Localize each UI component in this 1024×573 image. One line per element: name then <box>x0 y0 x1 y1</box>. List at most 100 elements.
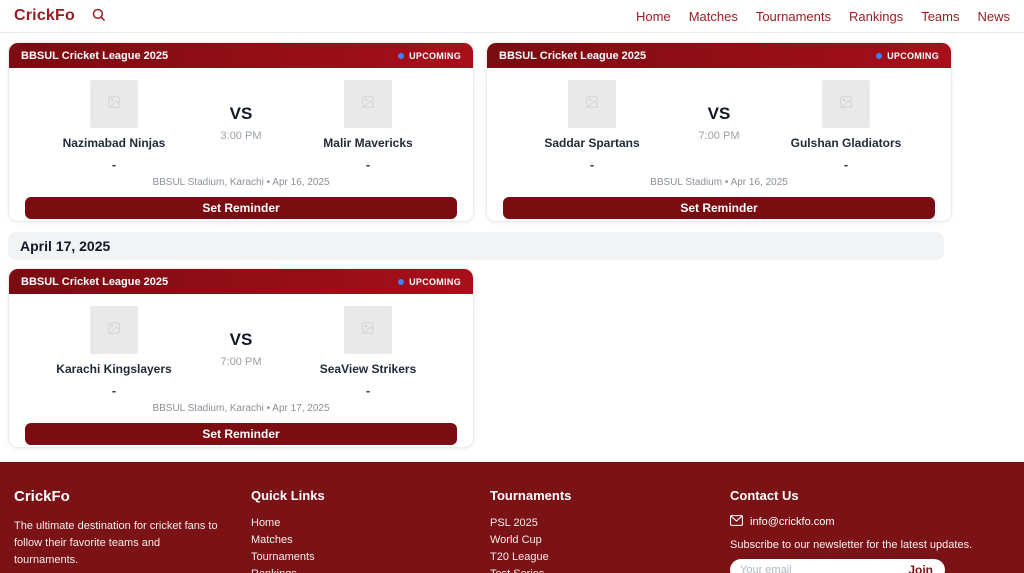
footer-link-psl[interactable]: PSL 2025 <box>490 517 538 529</box>
nav-item-teams[interactable]: Teams <box>921 8 960 24</box>
footer-link-rankings[interactable]: Rankings <box>251 566 490 573</box>
match-time: 7:00 PM <box>698 130 740 142</box>
team-name: SeaView Strikers <box>319 362 417 376</box>
status-dot-icon <box>398 52 405 59</box>
league-title: BBSUL Cricket League 2025 <box>21 49 169 62</box>
tournaments-list: PSL 2025 World Cup T20 League Test Serie… <box>490 515 730 573</box>
quicklinks-list: Home Matches Tournaments Rankings <box>251 515 490 573</box>
status-badge: UPCOMING <box>398 277 461 287</box>
match-card-header: BBSUL Cricket League 2025 UPCOMING <box>9 269 473 294</box>
top-navigation-bar: CrickFo Home Matches Tournaments Ranking… <box>0 0 1024 33</box>
footer-link-home[interactable]: Home <box>251 517 281 529</box>
venue-line: BBSUL Stadium, Karachi • Apr 17, 2025 <box>152 403 330 414</box>
status-badge: UPCOMING <box>398 51 461 61</box>
team-away: Malir Mavericks - <box>303 80 433 172</box>
team-score: - <box>365 157 371 172</box>
nav-item-news[interactable]: News <box>977 8 1010 24</box>
vs-label: VS <box>229 104 253 123</box>
footer-link-testseries[interactable]: Test Series <box>490 566 730 573</box>
team-score: - <box>589 157 595 172</box>
newsletter-form: Join <box>730 559 945 573</box>
footer-link-worldcup[interactable]: World Cup <box>490 534 542 546</box>
set-reminder-button[interactable]: Set Reminder <box>25 197 457 219</box>
newsletter-text: Subscribe to our newsletter for the late… <box>730 539 973 551</box>
mail-icon <box>730 515 743 529</box>
team-logo-placeholder <box>822 80 870 128</box>
broken-image-icon <box>107 321 121 340</box>
team-score: - <box>365 383 371 398</box>
search-button[interactable] <box>91 7 106 25</box>
footer-brand-column: CrickFo The ultimate destination for cri… <box>14 488 251 573</box>
footer-link-matches[interactable]: Matches <box>251 534 293 546</box>
nav-item-matches[interactable]: Matches <box>688 8 738 24</box>
main-nav: Home Matches Tournaments Rankings Teams … <box>636 9 1010 24</box>
league-title: BBSUL Cricket League 2025 <box>499 49 647 62</box>
team-score: - <box>111 157 117 172</box>
footer-link-t20[interactable]: T20 League <box>490 551 549 563</box>
match-card-body: Karachi Kingslayers - VS 7:00 PM SeaView… <box>9 294 473 398</box>
match-card-header: BBSUL Cricket League 2025 UPCOMING <box>9 43 473 68</box>
venue-line: BBSUL Stadium, Karachi • Apr 16, 2025 <box>152 177 330 188</box>
team-home: Karachi Kingslayers - <box>49 306 179 398</box>
newsletter-email-input[interactable] <box>740 564 901 573</box>
contact-email-row: info@crickfo.com <box>730 515 946 529</box>
team-home: Nazimabad Ninjas - <box>49 80 179 172</box>
status-label: UPCOMING <box>887 50 939 61</box>
match-card: BBSUL Cricket League 2025 UPCOMING Nazim… <box>8 42 474 222</box>
site-logo[interactable]: CrickFo <box>14 7 75 24</box>
newsletter-join-button[interactable]: Join <box>900 563 941 573</box>
match-card: BBSUL Cricket League 2025 UPCOMING Karac… <box>8 268 474 448</box>
footer-contact-column: Contact Us info@crickfo.com Subscribe to… <box>730 488 973 573</box>
status-dot-icon <box>398 278 405 285</box>
broken-image-icon <box>107 95 121 114</box>
vs-label: VS <box>229 330 253 349</box>
match-center: VS 3:00 PM <box>221 80 262 172</box>
broken-image-icon <box>361 321 375 340</box>
status-label: UPCOMING <box>409 50 461 61</box>
team-score: - <box>111 383 117 398</box>
team-name: Nazimabad Ninjas <box>62 136 166 150</box>
set-reminder-button[interactable]: Set Reminder <box>25 423 457 445</box>
tournaments-title: Tournaments <box>490 488 572 503</box>
team-logo-placeholder <box>344 80 392 128</box>
broken-image-icon <box>361 95 375 114</box>
date-separator: April 17, 2025 <box>8 232 944 260</box>
match-card-header: BBSUL Cricket League 2025 UPCOMING <box>487 43 951 68</box>
match-card-body: Nazimabad Ninjas - VS 3:00 PM Malir Mave… <box>9 68 473 172</box>
team-home: Saddar Spartans - <box>527 80 657 172</box>
cards-row-apr17: BBSUL Cricket League 2025 UPCOMING Karac… <box>8 268 944 448</box>
team-score: - <box>843 157 849 172</box>
match-card-body: Saddar Spartans - VS 7:00 PM Gulshan Gla… <box>487 68 951 172</box>
nav-item-tournaments[interactable]: Tournaments <box>755 8 831 24</box>
footer-link-tournaments[interactable]: Tournaments <box>251 551 315 563</box>
team-name: Gulshan Gladiators <box>790 136 902 150</box>
league-title: BBSUL Cricket League 2025 <box>21 275 169 288</box>
status-dot-icon <box>876 52 883 59</box>
team-name: Saddar Spartans <box>544 136 640 150</box>
footer-tournaments-column: Tournaments PSL 2025 World Cup T20 Leagu… <box>490 488 730 573</box>
contact-email[interactable]: info@crickfo.com <box>750 516 835 528</box>
status-label: UPCOMING <box>409 276 461 287</box>
quicklinks-title: Quick Links <box>251 488 325 503</box>
contact-title: Contact Us <box>730 488 799 503</box>
team-logo-placeholder <box>344 306 392 354</box>
match-center: VS 7:00 PM <box>221 306 262 398</box>
team-away: Gulshan Gladiators - <box>781 80 911 172</box>
cards-row-apr16: BBSUL Cricket League 2025 UPCOMING Nazim… <box>8 42 952 222</box>
nav-item-rankings[interactable]: Rankings <box>848 8 904 24</box>
venue-line: BBSUL Stadium • Apr 16, 2025 <box>650 177 788 188</box>
match-center: VS 7:00 PM <box>699 80 740 172</box>
broken-image-icon <box>585 95 599 114</box>
set-reminder-button[interactable]: Set Reminder <box>503 197 935 219</box>
match-time: 7:00 PM <box>220 356 262 368</box>
search-icon <box>91 7 106 25</box>
vs-label: VS <box>707 104 731 123</box>
nav-item-home[interactable]: Home <box>636 8 671 24</box>
team-logo-placeholder <box>90 80 138 128</box>
footer-description: The ultimate destination for cricket fan… <box>14 520 218 566</box>
footer-brand: CrickFo <box>14 488 70 505</box>
footer-quicklinks-column: Quick Links Home Matches Tournaments Ran… <box>251 488 490 573</box>
team-logo-placeholder <box>90 306 138 354</box>
team-away: SeaView Strikers - <box>303 306 433 398</box>
match-time: 3:00 PM <box>220 130 262 142</box>
